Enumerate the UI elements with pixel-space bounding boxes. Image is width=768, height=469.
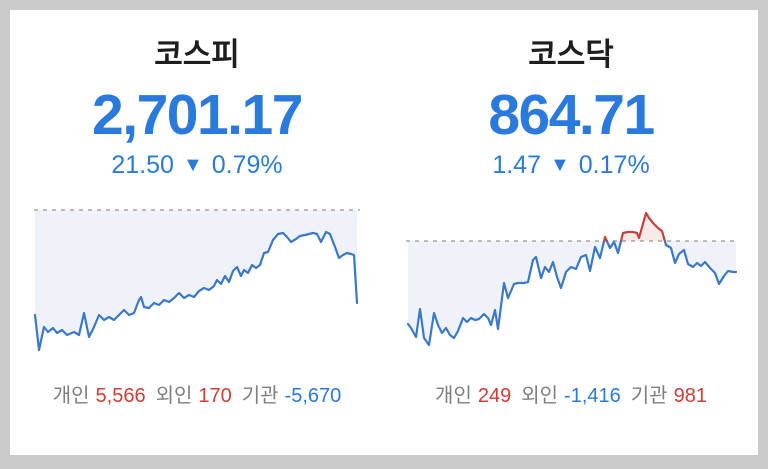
investor-label-foreign: 외인: [155, 384, 193, 407]
investor-label-individual: 개인: [435, 384, 472, 407]
kospi-change-amount: 21.50: [111, 150, 174, 179]
investor-label-individual: 개인: [52, 384, 90, 407]
kosdaq-panel[interactable]: 코스닥 864.71 1.47 ▼ 0.17% 개인 249 외인 -1,416 기관 9…: [384, 10, 758, 455]
kosdaq-index-value: 864.71: [488, 82, 655, 147]
kosdaq-sparkline-chart: [405, 211, 737, 346]
down-triangle-icon: ▼: [549, 153, 570, 176]
kospi-panel[interactable]: 코스피 2,701.17 21.50 ▼ 0.79% 개인 5,566 외인 170 기…: [10, 10, 384, 455]
kospi-change-row: 21.50 ▼ 0.79%: [111, 150, 282, 180]
kospi-sparkline-chart: [34, 208, 360, 351]
kospi-investor-net-buying: 개인 5,566 외인 170 기관 -5,670: [53, 384, 342, 408]
investor-label-institution: 기관: [630, 384, 668, 407]
investor-value-individual: 5,566: [95, 384, 146, 407]
kospi-index-value: 2,701.17: [92, 82, 303, 147]
investor-label-institution: 기관: [241, 384, 279, 407]
market-summary-card: 코스피 2,701.17 21.50 ▼ 0.79% 개인 5,566 외인 170 기…: [10, 10, 758, 455]
kosdaq-change-amount: 1.47: [492, 150, 541, 179]
kospi-index-title: 코스피: [154, 37, 240, 72]
kosdaq-index-title: 코스닥: [528, 37, 614, 72]
kosdaq-investor-net-buying: 개인 249 외인 -1,416 기관 981: [435, 384, 707, 408]
investor-value-institution: 981: [673, 384, 707, 407]
investor-value-individual: 249: [477, 384, 512, 407]
investor-label-foreign: 외인: [521, 384, 559, 407]
kosdaq-change-row: 1.47 ▼ 0.17%: [492, 150, 649, 180]
investor-value-foreign: 170: [198, 384, 232, 407]
kosdaq-change-percent: 0.17%: [578, 150, 650, 179]
investor-value-foreign: -1,416: [564, 384, 621, 407]
kospi-change-percent: 0.79%: [211, 150, 283, 179]
investor-value-institution: -5,670: [284, 384, 342, 407]
down-triangle-icon: ▼: [182, 153, 203, 176]
